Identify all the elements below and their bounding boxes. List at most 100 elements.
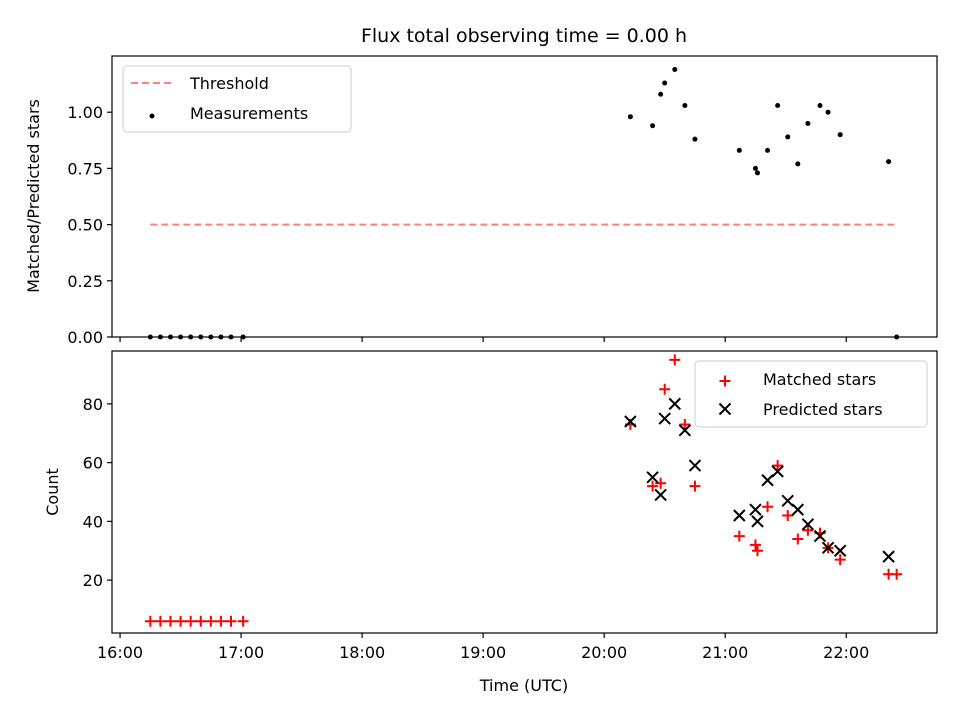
predicted-stars-point (833, 544, 847, 557)
matched-stars-point (834, 554, 846, 566)
matched-stars-point (679, 418, 691, 430)
top-y-axis-label: Matched/Predicted stars (24, 99, 43, 293)
predicted-stars-point (751, 515, 764, 528)
predicted-stars-point (771, 465, 784, 478)
x-tick-label: 19:00 (460, 643, 506, 662)
matched-stars-point (802, 524, 814, 536)
x-tick-label: 17:00 (218, 643, 264, 662)
matched-stars-point (772, 460, 784, 472)
bottom-legend-box (694, 360, 928, 428)
measurement-point (837, 132, 843, 138)
y-tick-label: 40 (83, 512, 103, 531)
top-y-ticks: 0.00 0.25 0.50 0.75 1.00 (67, 103, 112, 347)
bottom-plot-marks (144, 354, 903, 627)
predicted-stars-point (733, 509, 746, 522)
top-legend-box (122, 65, 352, 133)
predicted-stars-legend-label: Predicted stars (763, 400, 883, 419)
threshold-legend-label: Threshold (189, 74, 269, 93)
matched-stars-point (749, 539, 761, 551)
bottom-y-axis-label: Count (43, 468, 62, 516)
predicted-stars-point (749, 503, 762, 516)
predicted-stars-legend-swatch (718, 402, 732, 416)
matched-stars-point (762, 501, 774, 513)
measurement-point (662, 80, 668, 86)
matched-stars-point (225, 615, 237, 627)
measurements-legend-swatch (149, 113, 155, 119)
matched-stars-point (164, 615, 176, 627)
measurement-point (658, 91, 664, 97)
predicted-stars-point (654, 488, 667, 502)
y-tick-label: 1.00 (67, 103, 103, 122)
predicted-stars-point (761, 474, 774, 487)
x-tick-label: 20:00 (581, 643, 627, 662)
x-tick-label: 21:00 (702, 643, 748, 662)
matched-stars-point (205, 615, 217, 627)
measurement-point (825, 109, 831, 115)
measurement-point (886, 159, 892, 165)
measurement-point (752, 165, 758, 171)
measurement-point (627, 114, 633, 120)
predicted-stars-point (668, 397, 681, 411)
x-tick-label: 16:00 (97, 643, 143, 662)
top-legend: Threshold Measurements (122, 65, 352, 133)
bottom-legend: Matched stars Predicted stars (694, 360, 928, 428)
measurement-point (754, 170, 760, 176)
predicted-stars-point (678, 424, 692, 437)
matched-stars-point (237, 615, 249, 627)
matched-stars-point (792, 533, 804, 545)
matched-stars-point (647, 480, 659, 492)
bottom-plot-frame (111, 350, 938, 634)
measurement-point (765, 147, 771, 153)
measurement-point (775, 102, 781, 108)
matched-stars-point (195, 615, 207, 627)
flux-ratio-panel: Flux total observing time = 0.00 h Match… (24, 25, 938, 347)
predicted-stars-point (882, 550, 895, 563)
matched-stars-point (891, 568, 903, 580)
y-tick-label: 0.50 (67, 216, 103, 235)
star-count-panel: Count Time (UTC) 16:00 17:00 18:00 19:00 20:… (43, 350, 938, 695)
measurement-point (795, 161, 801, 167)
matched-stars-legend-swatch (719, 375, 731, 387)
measurement-point (817, 102, 823, 108)
y-tick-label: 20 (83, 571, 103, 590)
matched-stars-legend-label: Matched stars (763, 370, 876, 389)
chart-title: Flux total observing time = 0.00 h (361, 25, 687, 47)
y-tick-label: 60 (83, 454, 103, 473)
measurement-point (682, 102, 688, 108)
predicted-stars-point (821, 541, 835, 555)
matched-stars-point (175, 615, 187, 627)
bottom-y-ticks: 20 40 60 80 (83, 395, 112, 590)
measurement-point (692, 136, 698, 142)
matched-stars-point (655, 477, 667, 489)
matched-stars-point (215, 615, 227, 627)
y-tick-label: 80 (83, 395, 103, 414)
measurement-point (736, 147, 742, 153)
x-tick-label: 18:00 (339, 643, 385, 662)
predicted-stars-point (791, 503, 805, 516)
x-tick-label: 22:00 (823, 643, 869, 662)
y-tick-label: 0.75 (67, 159, 103, 178)
top-x-ticks (119, 337, 847, 342)
predicted-stars-point (781, 494, 794, 508)
top-plot-frame (111, 55, 938, 338)
matched-stars-point (185, 615, 197, 627)
matched-stars-point (144, 615, 156, 627)
measurement-point (672, 66, 678, 72)
matched-stars-point (751, 545, 763, 557)
predicted-stars-point (813, 529, 827, 543)
predicted-stars-point (688, 459, 702, 472)
matched-stars-point (689, 480, 701, 492)
predicted-stars-point (801, 518, 815, 531)
bottom-x-ticks: 16:00 17:00 18:00 19:00 20:00 21:00 22:00 (97, 633, 869, 662)
measurement-point (650, 123, 656, 129)
measurement-point (785, 134, 791, 140)
matched-stars-point (733, 530, 745, 542)
predicted-stars-point (658, 412, 671, 425)
measurements-legend-label: Measurements (190, 104, 308, 123)
predicted-stars-point (624, 415, 637, 428)
measurement-point (805, 120, 811, 126)
matched-stars-point (782, 510, 794, 521)
y-tick-label: 0.00 (67, 328, 103, 347)
predicted-stars-point (646, 471, 659, 484)
